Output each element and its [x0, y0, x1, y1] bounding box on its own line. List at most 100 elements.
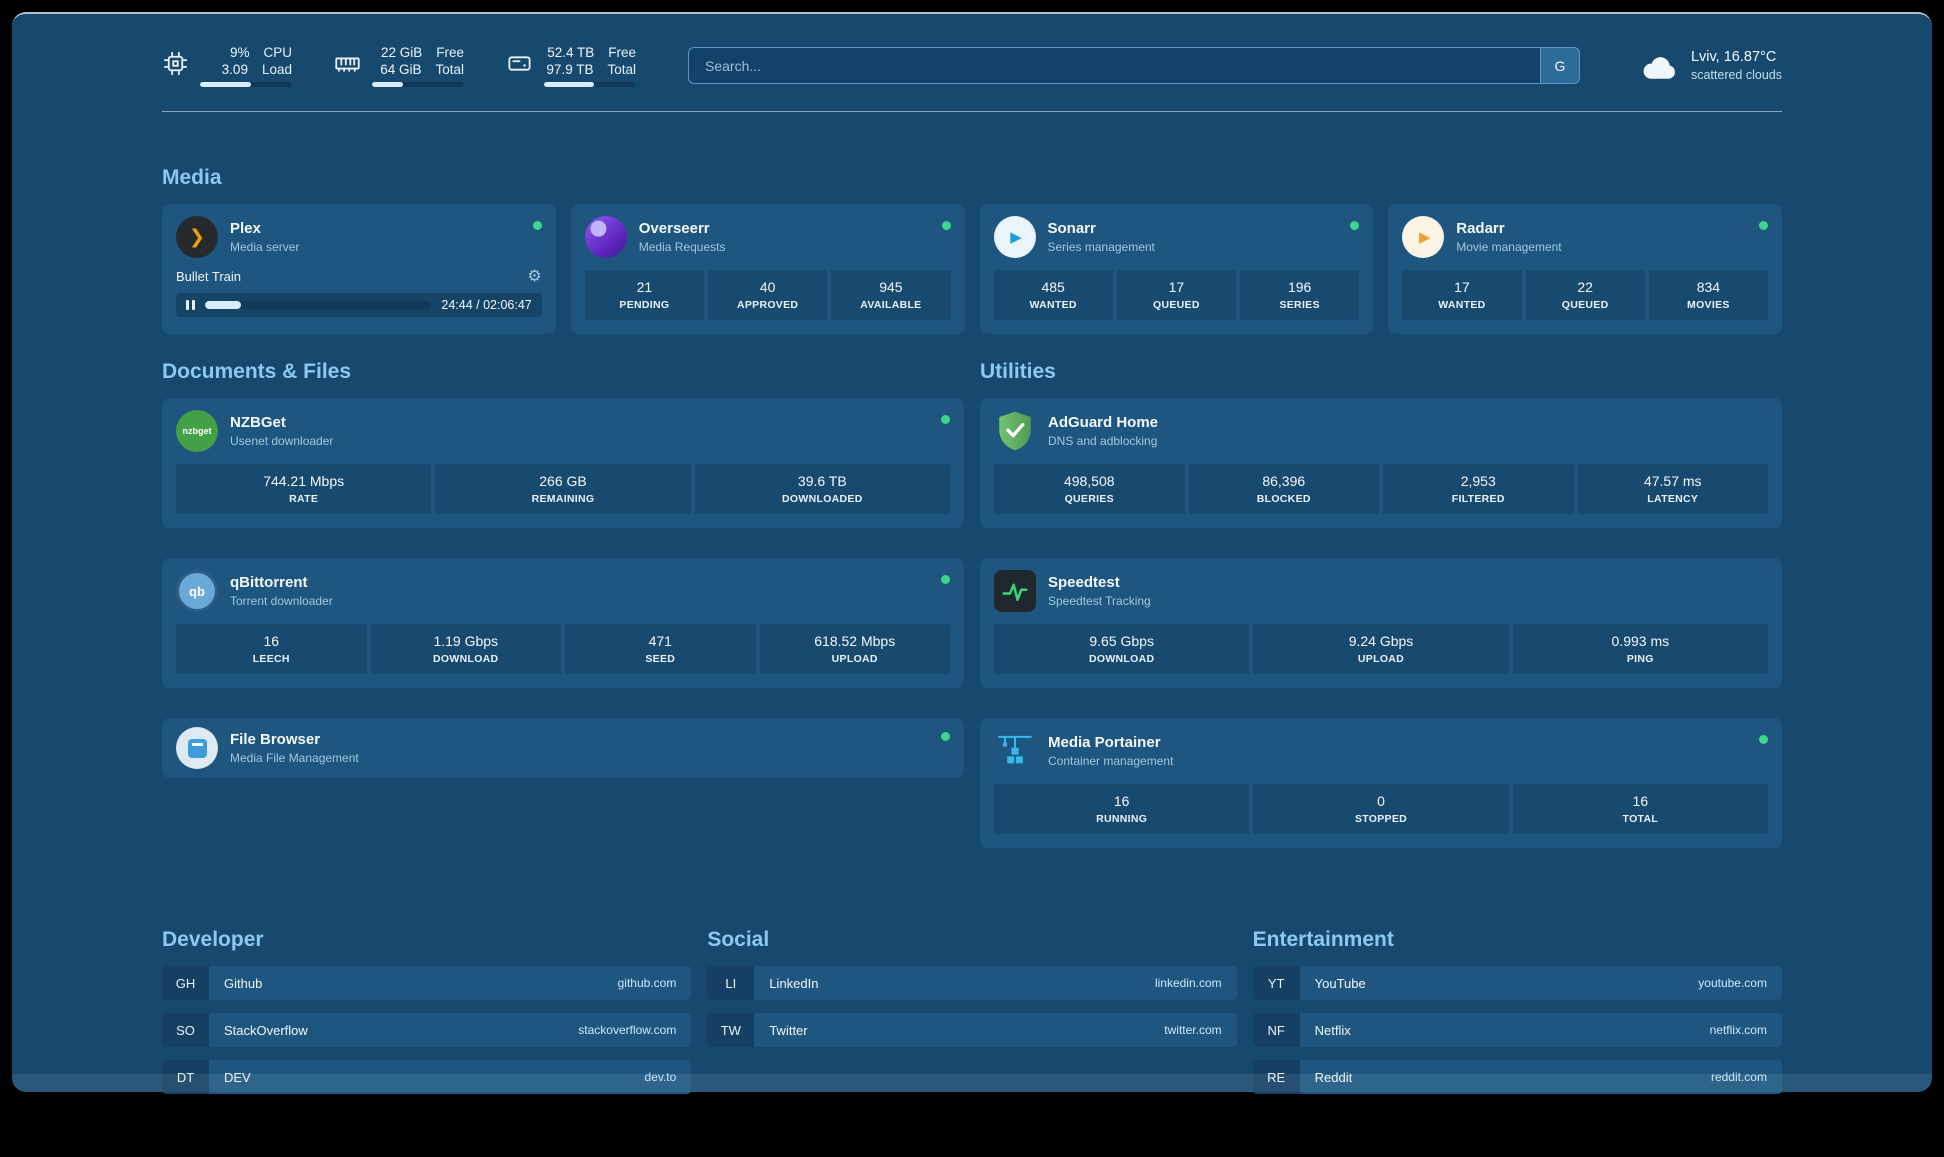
bookmark-url: stackoverflow.com: [578, 1023, 677, 1037]
cpu-label: CPU: [263, 45, 292, 60]
stat-label: QUERIES: [1064, 493, 1114, 505]
stat-value: 17: [1454, 279, 1470, 295]
stat-value: 47.57 ms: [1643, 473, 1702, 489]
stat-leech: 16 LEECH: [176, 624, 367, 674]
disk-progress-track: [544, 82, 636, 87]
stat-label: SEED: [645, 653, 676, 665]
search-input[interactable]: [688, 47, 1540, 84]
pause-icon[interactable]: [186, 300, 195, 310]
stat-value: 9.65 Gbps: [1089, 633, 1154, 649]
bookmarks: Developer GH Github github.com SO StackO…: [162, 928, 1782, 1157]
service-name: NZBGet: [230, 414, 286, 431]
adguard-icon: [994, 410, 1036, 452]
stat-label: UPLOAD: [1357, 653, 1405, 665]
disk-widget: 52.4 TB Free 97.9 TB Total: [506, 44, 636, 87]
stat-label: BLOCKED: [1256, 493, 1311, 505]
bottom-bar: [12, 1074, 1932, 1092]
disk-progress-fill: [544, 82, 594, 87]
status-dot: [1759, 221, 1768, 230]
service-card-overseerr[interactable]: Overseerr Media Requests 21 PENDING 40 A…: [570, 204, 965, 334]
service-card-sonarr[interactable]: ▶ Sonarr Series management 485 WANTED 17…: [979, 204, 1374, 334]
section-title-documents: Documents & Files: [162, 360, 352, 383]
cloud-icon: [1640, 51, 1678, 81]
section-title-utilities: Utilities: [980, 360, 1056, 383]
service-desc: Series management: [1047, 240, 1155, 254]
service-card-portainer[interactable]: Media Portainer Container management 16 …: [980, 718, 1782, 848]
stat-label: REMAINING: [531, 493, 595, 505]
stat-value: 22: [1577, 279, 1593, 295]
playback-progress-track[interactable]: [205, 301, 432, 309]
bookmark-twitter[interactable]: TW Twitter twitter.com: [707, 1013, 1237, 1047]
service-desc: Movie management: [1456, 240, 1562, 254]
service-name: Overseerr: [638, 220, 710, 237]
service-card-plex[interactable]: ❯ Plex Media server Bullet Train ⚙ 24:44…: [162, 204, 556, 334]
stat-value: 86,396: [1262, 473, 1306, 489]
stat-value: 471: [648, 633, 672, 649]
playback-time: 24:44 / 02:06:47: [441, 298, 532, 312]
cpu-progress-track: [200, 82, 292, 87]
status-dot: [1759, 735, 1768, 744]
service-desc: Media Requests: [638, 240, 726, 254]
plex-player: 24:44 / 02:06:47: [176, 293, 542, 317]
stat-upload: 618.52 Mbps UPLOAD: [759, 624, 950, 674]
status-dot: [941, 415, 950, 424]
bookmark-reddit[interactable]: RE Reddit reddit.com: [1252, 1060, 1782, 1094]
stat-movies: 834 MOVIES: [1648, 270, 1768, 320]
bookmark-name: Netflix: [1314, 1022, 1351, 1038]
stat-label: WANTED: [1438, 299, 1486, 311]
bookmark-dev[interactable]: DT DEV dev.to: [162, 1060, 692, 1094]
documents-section: Documents & Files nzbget NZBGet Usenet d…: [162, 334, 964, 808]
service-card-nzbget[interactable]: nzbget NZBGet Usenet downloader 744.21 M…: [162, 398, 964, 528]
gear-icon[interactable]: ⚙: [527, 267, 542, 285]
status-dot: [1350, 221, 1360, 230]
stat-total: 16 TOTAL: [1512, 784, 1768, 834]
service-card-radarr[interactable]: ▶ Radarr Movie management 17 WANTED 22 Q…: [1388, 204, 1782, 334]
bookmark-url: github.com: [617, 976, 677, 990]
bookmark-group-developer: Developer GH Github github.com SO StackO…: [162, 928, 692, 1107]
stat-label: DOWNLOAD: [1088, 653, 1155, 665]
service-desc: Torrent downloader: [230, 594, 333, 608]
cpu-load-label: Load: [261, 62, 292, 77]
stat-downloaded: 39.6 TB DOWNLOADED: [694, 464, 950, 514]
stat-ping: 0.993 ms PING: [1512, 624, 1768, 674]
stat-value: 266 GB: [539, 473, 587, 489]
bookmark-url: reddit.com: [1710, 1070, 1767, 1084]
service-card-qbittorrent[interactable]: qb qBittorrent Torrent downloader 16 LEE…: [162, 558, 964, 688]
service-desc: DNS and adblocking: [1048, 434, 1158, 448]
section-title-media: Media: [162, 166, 222, 189]
bookmark-linkedin[interactable]: LI LinkedIn linkedin.com: [707, 966, 1237, 1000]
stat-queued: 22 QUEUED: [1525, 270, 1645, 320]
service-card-adguard[interactable]: AdGuard Home DNS and adblocking 498,508 …: [980, 398, 1782, 528]
stat-label: DOWNLOAD: [433, 653, 499, 665]
stat-value: 16: [1113, 793, 1130, 809]
bookmark-stackoverflow[interactable]: SO StackOverflow stackoverflow.com: [162, 1013, 692, 1047]
service-name: Speedtest: [1048, 574, 1120, 591]
service-name: Sonarr: [1047, 220, 1096, 237]
disk-free-value: 52.4 TB: [547, 45, 595, 60]
bookmark-abbr: SO: [162, 1013, 209, 1047]
stat-label: STOPPED: [1354, 813, 1408, 825]
bookmark-abbr: NF: [1252, 1013, 1300, 1047]
stat-series: 196 SERIES: [1240, 270, 1360, 320]
stat-value: 16: [263, 633, 280, 649]
service-card-speedtest[interactable]: Speedtest Speedtest Tracking 9.65 Gbps D…: [980, 558, 1782, 688]
stat-label: MOVIES: [1687, 299, 1730, 311]
dashboard: 9% CPU 3.09 Load: [12, 12, 1932, 1094]
bookmark-youtube[interactable]: YT YouTube youtube.com: [1252, 966, 1782, 1000]
bookmark-group-entertainment: Entertainment YT YouTube youtube.com NF …: [1252, 928, 1782, 1107]
bookmark-netflix[interactable]: NF Netflix netflix.com: [1252, 1013, 1782, 1047]
cpu-progress-fill: [200, 82, 251, 87]
cpu-load-value: 3.09: [221, 62, 248, 77]
stat-value: 9.24 Gbps: [1348, 633, 1414, 649]
service-name: AdGuard Home: [1048, 414, 1159, 431]
service-card-filebrowser[interactable]: File Browser Media File Management: [162, 718, 964, 778]
memory-free-label: Free: [436, 45, 464, 60]
search-bar: G: [688, 47, 1580, 84]
bookmark-github[interactable]: GH Github github.com: [162, 966, 692, 1000]
status-dot: [941, 575, 950, 584]
search-provider-button[interactable]: G: [1539, 47, 1580, 84]
stat-value: 498,508: [1063, 473, 1115, 489]
status-dot: [941, 732, 950, 741]
disk-free-label: Free: [608, 45, 636, 60]
service-desc: Media File Management: [230, 751, 359, 765]
